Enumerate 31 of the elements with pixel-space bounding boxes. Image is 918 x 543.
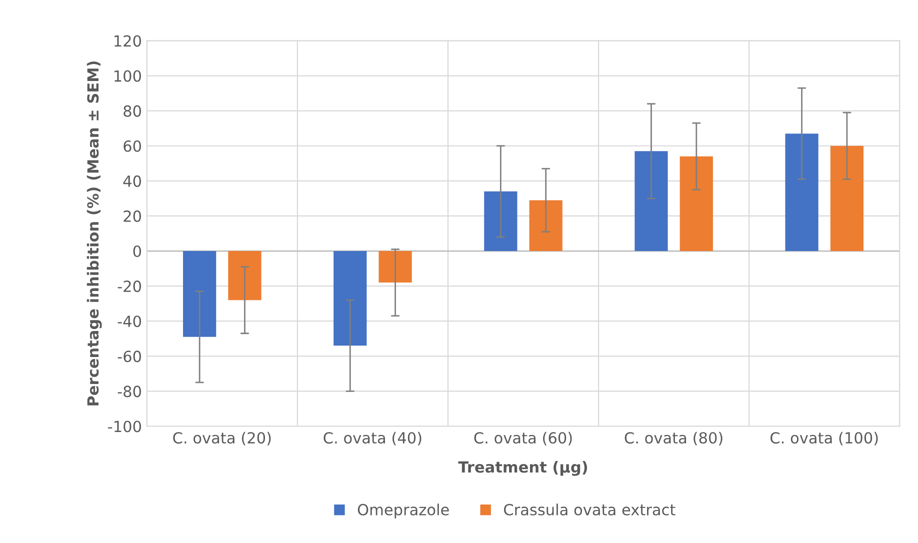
y-tick-label: 100 bbox=[114, 70, 142, 82]
bar bbox=[334, 251, 367, 346]
x-tick-label: C. ovata (100) bbox=[770, 432, 878, 446]
x-tick-label: C. ovata (20) bbox=[173, 432, 271, 446]
legend-label: Omeprazole bbox=[358, 504, 449, 518]
bar bbox=[785, 134, 818, 252]
y-tick-label: 20 bbox=[124, 210, 142, 222]
legend-label: Crassula ovata extract bbox=[504, 504, 676, 516]
y-tick-label: 40 bbox=[123, 175, 142, 187]
y-tick-label: -60 bbox=[118, 350, 142, 362]
bar bbox=[680, 156, 713, 252]
y-tick-label: -100 bbox=[108, 420, 142, 432]
bar bbox=[529, 200, 562, 252]
y-tick-label: 80 bbox=[124, 105, 142, 117]
bar bbox=[378, 251, 412, 283]
bar bbox=[634, 151, 668, 252]
bar bbox=[484, 191, 518, 252]
y-tick-label: -80 bbox=[118, 386, 142, 398]
y-tick-label: -20 bbox=[118, 280, 142, 292]
y-tick-label: -40 bbox=[118, 316, 142, 328]
y-axis-title: Percentage inhibition (%) (Mean ± SEM) bbox=[86, 61, 102, 406]
bar bbox=[183, 251, 216, 337]
y-tick-label: 120 bbox=[114, 35, 142, 47]
bar bbox=[228, 251, 262, 300]
x-tick-label: C. ovata (60) bbox=[474, 432, 572, 446]
x-tick-label: C. ovata (40) bbox=[324, 432, 422, 446]
y-tick-label: 0 bbox=[133, 245, 142, 258]
x-tick-label: C. ovata (80) bbox=[624, 432, 722, 446]
y-tick-label: 60 bbox=[124, 140, 142, 152]
bar bbox=[830, 146, 864, 252]
x-axis-title: Treatment (µg) bbox=[458, 460, 588, 476]
